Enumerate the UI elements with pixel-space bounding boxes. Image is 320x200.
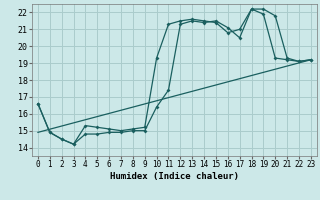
X-axis label: Humidex (Indice chaleur): Humidex (Indice chaleur): [110, 172, 239, 181]
